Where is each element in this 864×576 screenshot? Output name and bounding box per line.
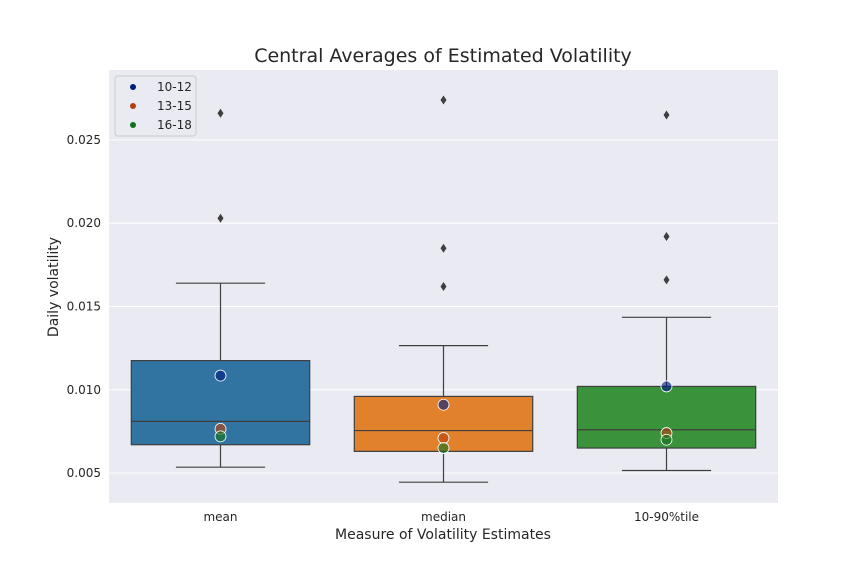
- series-point: [437, 432, 450, 444]
- x-tick-label: mean: [203, 510, 237, 524]
- series-point: [660, 433, 673, 446]
- y-tick-label: 0.020: [67, 216, 101, 230]
- outlier-marker: [217, 108, 224, 118]
- legend-frame: [114, 75, 197, 137]
- legend-marker: [130, 122, 136, 128]
- series-point: [437, 398, 450, 411]
- outlier-marker: [663, 110, 670, 120]
- series-point: [660, 380, 673, 393]
- outlier-marker: [440, 243, 447, 253]
- legend-marker: [130, 84, 136, 90]
- series-point: [214, 369, 227, 382]
- y-tick-labels: 0.005 0.010 0.015 0.020 0.025: [67, 133, 101, 480]
- y-axis-label: Daily volatility: [46, 237, 62, 337]
- y-tick-label: 0.005: [67, 466, 101, 480]
- series-point: [437, 442, 450, 454]
- chart-title: Central Averages of Estimated Volatility: [254, 45, 632, 67]
- legend-marker: [130, 103, 136, 109]
- series-points-group: [214, 369, 673, 454]
- series-point: [214, 430, 227, 443]
- x-tick-label: median: [421, 510, 466, 524]
- outlier-marker: [440, 282, 447, 291]
- outlier-marker: [440, 95, 447, 105]
- outlier-marker: [663, 275, 670, 285]
- outlier-marker: [663, 232, 670, 242]
- x-axis-label: Measure of Volatility Estimates: [335, 527, 551, 543]
- y-tick-label: 0.010: [67, 383, 101, 397]
- y-tick-label: 0.015: [67, 299, 101, 313]
- y-tick-label: 0.025: [67, 133, 101, 147]
- x-tick-labels: mean median 10-90%tile: [203, 510, 699, 524]
- legend-label: 10-12: [157, 80, 192, 94]
- legend: 10-12 13-15 16-18: [114, 75, 197, 137]
- outlier-marker: [217, 213, 224, 223]
- legend-label: 16-18: [157, 118, 192, 132]
- legend-label: 13-15: [157, 99, 192, 113]
- x-tick-label: 10-90%tile: [634, 510, 699, 524]
